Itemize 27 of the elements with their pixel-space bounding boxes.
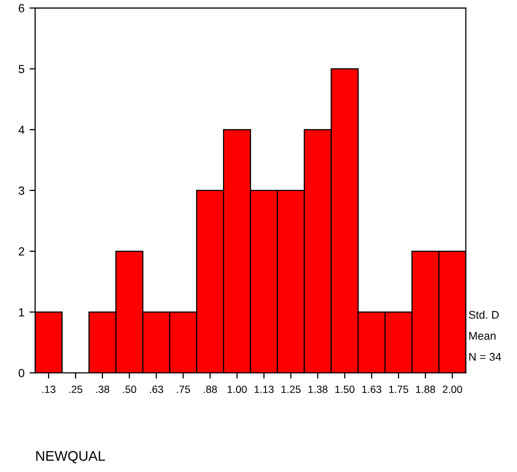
- text: Mean: [469, 332, 496, 340]
- x-tick-label: 1.50: [335, 386, 354, 394]
- x-tick-label: .63: [150, 386, 164, 394]
- y-tick-label: 3: [18, 186, 24, 195]
- x-tick-label: .25: [69, 386, 82, 394]
- x-tick-label: .50: [123, 386, 136, 394]
- x-tick-label: .38: [96, 386, 110, 394]
- x-tick-label: 1.38: [308, 386, 328, 394]
- text: N = 34: [469, 352, 502, 361]
- y-tick-label: 4: [18, 126, 24, 134]
- x-tick-label: 1.88: [416, 386, 436, 394]
- x-tick-label: 2.00: [442, 386, 462, 394]
- x-tick-label: 1.00: [228, 386, 247, 394]
- y-tick-label: 2: [18, 247, 24, 256]
- y-tick-label: 0: [18, 368, 24, 378]
- text: Std. D: [468, 310, 499, 319]
- y-tick-label: 1: [19, 308, 24, 316]
- y-tick-label: 5: [18, 64, 24, 74]
- x-tick-label: 1.63: [362, 386, 382, 394]
- x-axis-title: NEWQUAL: [36, 451, 105, 464]
- x-tick-label: .88: [204, 386, 217, 394]
- x-tick-label: .13: [42, 386, 56, 394]
- y-tick-label: 6: [18, 4, 24, 12]
- x-tick-label: 1.13: [254, 386, 274, 394]
- x-tick-label: 1.75: [389, 386, 408, 394]
- x-tick-label: .75: [176, 386, 190, 394]
- x-tick-label: 1.25: [282, 386, 301, 394]
